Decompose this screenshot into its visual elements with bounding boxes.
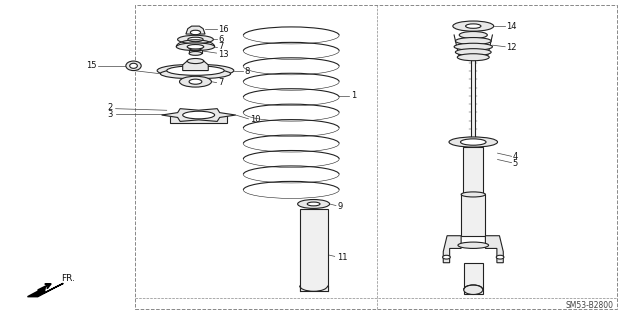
Text: 1: 1 [351, 92, 356, 100]
Text: 6: 6 [218, 35, 224, 44]
Ellipse shape [161, 69, 230, 79]
Bar [463, 147, 483, 195]
Ellipse shape [456, 38, 491, 45]
Text: 14: 14 [506, 22, 517, 31]
Bar [135, 5, 617, 309]
Ellipse shape [464, 285, 483, 294]
Ellipse shape [187, 45, 204, 49]
Text: 3: 3 [107, 110, 113, 119]
Polygon shape [28, 283, 63, 297]
Text: SM53-B2800: SM53-B2800 [566, 301, 614, 310]
Text: 12: 12 [506, 43, 517, 52]
Text: 9: 9 [337, 202, 342, 211]
Polygon shape [170, 115, 227, 123]
Ellipse shape [456, 49, 491, 56]
Bar [464, 263, 483, 294]
Ellipse shape [130, 63, 138, 68]
Polygon shape [444, 236, 461, 263]
Ellipse shape [460, 32, 487, 39]
Text: FR.: FR. [61, 274, 76, 283]
Text: 8: 8 [244, 67, 250, 76]
Ellipse shape [176, 43, 214, 50]
Ellipse shape [307, 202, 320, 206]
Text: 5: 5 [513, 159, 518, 168]
Ellipse shape [157, 64, 234, 77]
Ellipse shape [449, 137, 497, 147]
Ellipse shape [466, 24, 481, 28]
Bar [461, 195, 485, 236]
Ellipse shape [190, 30, 200, 35]
Polygon shape [485, 236, 503, 263]
Ellipse shape [179, 76, 211, 87]
Text: 15: 15 [86, 61, 97, 70]
Bar [300, 209, 328, 291]
Ellipse shape [461, 139, 486, 145]
Ellipse shape [458, 242, 488, 249]
Ellipse shape [461, 192, 485, 197]
Ellipse shape [188, 37, 203, 42]
Text: 16: 16 [218, 25, 229, 34]
Ellipse shape [496, 255, 504, 259]
Ellipse shape [189, 79, 202, 84]
Polygon shape [186, 26, 205, 34]
Ellipse shape [298, 199, 330, 208]
Ellipse shape [454, 43, 492, 50]
Polygon shape [182, 61, 208, 70]
Ellipse shape [167, 66, 224, 75]
Text: 7: 7 [218, 78, 224, 87]
Text: 2: 2 [108, 103, 113, 112]
Bar [471, 59, 475, 140]
Polygon shape [162, 109, 236, 122]
Text: 4: 4 [513, 152, 518, 161]
Ellipse shape [177, 35, 213, 44]
Ellipse shape [458, 54, 489, 61]
Ellipse shape [182, 111, 214, 119]
Text: 7: 7 [218, 42, 224, 51]
Ellipse shape [189, 47, 202, 50]
Ellipse shape [126, 61, 141, 70]
Ellipse shape [453, 21, 493, 31]
Text: 10: 10 [250, 115, 260, 124]
Ellipse shape [187, 58, 204, 63]
Ellipse shape [189, 51, 202, 55]
Text: 13: 13 [218, 49, 229, 59]
Ellipse shape [443, 255, 451, 259]
Text: 11: 11 [337, 253, 347, 262]
